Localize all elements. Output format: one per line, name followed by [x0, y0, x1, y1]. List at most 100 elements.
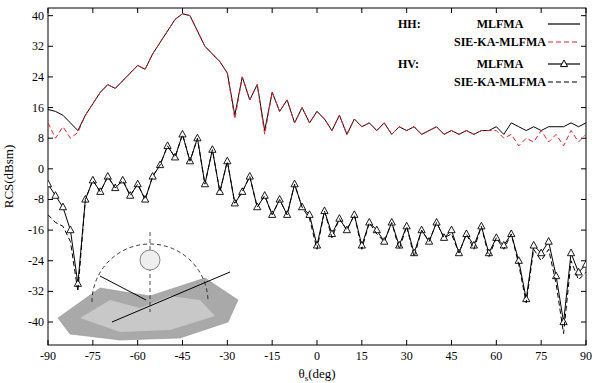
plot-area	[48, 14, 586, 334]
y-tick-label: 40	[32, 9, 44, 23]
y-tick-right	[581, 15, 586, 16]
x-tick-label: 30	[401, 349, 413, 363]
x-tick-top	[272, 8, 273, 13]
triangle-marker	[396, 241, 403, 248]
x-tick-top	[541, 8, 542, 13]
y-tick	[48, 138, 53, 139]
rough-surface	[58, 278, 238, 340]
triangle-marker	[48, 180, 52, 187]
series-line	[48, 134, 586, 322]
x-tick-top	[317, 8, 318, 13]
x-tick-top	[361, 8, 362, 13]
y-tick-label: 8	[38, 131, 44, 145]
y-tick-label: 0	[38, 162, 44, 176]
legend-label: MLFMA	[477, 57, 524, 71]
legend-label: MLFMA	[477, 17, 524, 31]
triangle-marker	[89, 176, 96, 183]
sphere	[140, 250, 160, 270]
triangle-marker	[440, 234, 447, 241]
triangle-marker	[515, 257, 522, 264]
x-tick-label: 15	[356, 349, 368, 363]
x-tick	[137, 340, 138, 345]
inset-illustration	[58, 232, 238, 340]
triangle-marker	[52, 192, 59, 199]
x-tick	[541, 340, 542, 345]
y-axis-title: RCS(dBsm)	[1, 145, 16, 209]
legend-label: SIE-KA-MLFMA	[454, 35, 546, 49]
observation-arc	[92, 244, 208, 302]
y-tick	[48, 199, 53, 200]
x-tick-top	[182, 8, 183, 13]
x-tick	[361, 340, 362, 345]
y-tick-label: 32	[32, 39, 44, 53]
x-tick-label: -75	[85, 349, 101, 363]
triangle-marker	[582, 261, 586, 268]
y-tick-right	[581, 76, 586, 77]
triangle-marker	[104, 173, 111, 180]
y-tick-right	[581, 322, 586, 323]
x-tick	[92, 340, 93, 345]
y-tick	[48, 76, 53, 77]
x-tick-label: 90	[580, 349, 592, 363]
legend-group: HH:	[398, 17, 421, 31]
x-tick	[182, 340, 183, 345]
x-tick-label: 45	[446, 349, 458, 363]
series-line	[48, 134, 586, 333]
x-tick	[227, 340, 228, 345]
legend-group: HV:	[398, 57, 419, 71]
incident-ray	[100, 276, 146, 300]
x-tick	[496, 340, 497, 345]
x-tick-label: 0	[314, 349, 320, 363]
x-tick	[451, 340, 452, 345]
triangle-marker	[239, 188, 246, 195]
y-tick-right	[581, 46, 586, 47]
triangle-marker	[261, 192, 268, 199]
x-tick-label: -15	[264, 349, 280, 363]
y-tick-label: -8	[34, 192, 44, 206]
y-tick	[48, 322, 53, 323]
triangle-marker	[567, 249, 574, 256]
y-tick-right	[581, 199, 586, 200]
x-axis-title: θs(deg)	[298, 366, 335, 383]
y-tick-label: -16	[28, 223, 44, 237]
triangle-marker	[530, 241, 537, 248]
y-tick-label: -32	[28, 284, 44, 298]
y-tick	[48, 260, 53, 261]
y-tick	[48, 107, 53, 108]
y-tick-right	[581, 107, 586, 108]
x-tick-top	[137, 8, 138, 13]
triangle-marker	[538, 249, 545, 256]
triangle-marker	[59, 203, 66, 210]
x-tick-label: -45	[175, 349, 191, 363]
legend-swatch	[548, 41, 580, 42]
x-tick	[48, 340, 49, 345]
y-tick	[48, 291, 53, 292]
x-tick-label: 60	[490, 349, 502, 363]
x-tick	[406, 340, 407, 345]
normal-line	[150, 232, 151, 312]
x-tick	[586, 340, 587, 345]
triangle-marker	[142, 195, 149, 202]
x-tick-label: -90	[40, 349, 56, 363]
triangle-marker	[134, 180, 141, 187]
y-tick-right	[581, 230, 586, 231]
rough-surface-highlight	[80, 296, 215, 332]
triangle-marker	[216, 188, 223, 195]
y-tick	[48, 168, 53, 169]
y-tick-label: 24	[32, 70, 44, 84]
x-tick-label: -60	[130, 349, 146, 363]
legend-marker	[560, 60, 567, 67]
triangle-marker	[411, 249, 418, 256]
scatter-plane-line	[112, 272, 230, 322]
triangle-marker	[448, 226, 455, 233]
x-tick-top	[48, 8, 49, 13]
y-tick-label: 16	[32, 101, 44, 115]
legend-swatch	[548, 81, 580, 82]
y-tick-label: -40	[28, 315, 44, 329]
y-tick-right	[581, 168, 586, 169]
triangle-marker	[463, 230, 470, 237]
x-tick-top	[227, 8, 228, 13]
legend-swatch	[548, 23, 580, 24]
y-tick	[48, 230, 53, 231]
x-tick-label: 75	[535, 349, 547, 363]
